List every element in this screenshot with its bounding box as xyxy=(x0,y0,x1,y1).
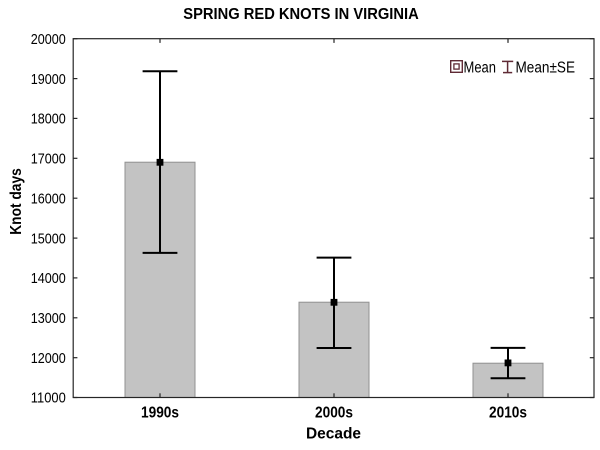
svg-text:19000: 19000 xyxy=(31,71,66,88)
svg-text:1990s: 1990s xyxy=(141,405,179,422)
svg-text:11000: 11000 xyxy=(31,390,66,407)
svg-text:13000: 13000 xyxy=(31,310,66,327)
svg-text:16000: 16000 xyxy=(31,190,66,207)
svg-text:SPRING RED KNOTS IN VIRGINIA: SPRING RED KNOTS IN VIRGINIA xyxy=(183,6,419,23)
svg-text:Decade: Decade xyxy=(306,426,361,443)
svg-text:Mean±SE: Mean±SE xyxy=(516,59,576,76)
svg-text:2000s: 2000s xyxy=(315,405,353,422)
svg-text:12000: 12000 xyxy=(31,350,66,367)
svg-text:20000: 20000 xyxy=(31,31,66,48)
svg-text:Mean: Mean xyxy=(464,59,497,76)
svg-text:Knot days: Knot days xyxy=(8,168,25,235)
svg-text:2010s: 2010s xyxy=(489,405,527,422)
svg-text:15000: 15000 xyxy=(31,230,66,247)
svg-text:17000: 17000 xyxy=(31,151,66,168)
svg-text:18000: 18000 xyxy=(31,111,66,128)
svg-text:14000: 14000 xyxy=(31,270,66,287)
